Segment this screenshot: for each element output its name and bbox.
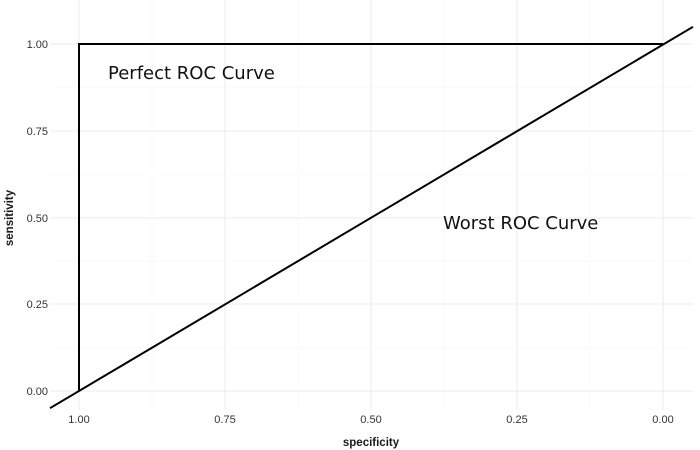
- x-tick-label: 0.25: [506, 414, 527, 426]
- x-axis-ticks: 1.00 0.75 0.50 0.25 0.00: [68, 414, 673, 426]
- y-tick-label: 0.25: [27, 299, 48, 311]
- x-axis-title: specificity: [343, 437, 400, 449]
- x-tick-label: 0.00: [652, 414, 673, 426]
- annotation-worst-roc: Worst ROC Curve: [443, 213, 598, 234]
- y-tick-label: 0.00: [27, 386, 48, 398]
- y-axis-title: sensitivity: [4, 189, 16, 246]
- y-tick-label: 1.00: [27, 39, 48, 51]
- perfect-roc-line: [78, 43, 663, 391]
- worst-roc-line: [49, 25, 694, 410]
- y-tick-label: 0.75: [27, 126, 48, 138]
- annotation-perfect-roc: Perfect ROC Curve: [108, 63, 275, 84]
- x-tick-label: 1.00: [68, 414, 89, 426]
- x-tick-label: 0.50: [360, 414, 381, 426]
- y-tick-label: 0.50: [27, 213, 48, 225]
- major-gridlines: [50, 0, 693, 410]
- y-axis-ticks: 1.00 0.75 0.50 0.25 0.00: [27, 39, 48, 398]
- x-tick-label: 0.75: [214, 414, 235, 426]
